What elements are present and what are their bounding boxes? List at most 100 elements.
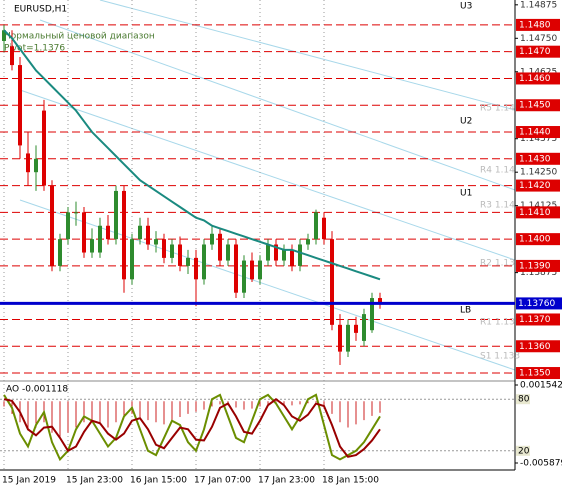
- level-label: 1.1370: [519, 315, 551, 325]
- candle-body: [10, 46, 14, 66]
- channel-line: [19, 199, 516, 371]
- level-label: 1.1400: [519, 235, 551, 245]
- stoch-level-label: 20: [518, 446, 530, 456]
- y-tick-label: 1.14250: [520, 168, 557, 178]
- candle-body: [346, 324, 350, 352]
- level-label: 1.1360: [519, 342, 551, 352]
- candle-body: [330, 239, 334, 325]
- pivot-annotation: R1 1.13: [480, 318, 515, 328]
- candle-body: [226, 244, 230, 261]
- candle-body: [210, 233, 214, 245]
- pivot-label: Pivot=1.1376: [4, 44, 65, 54]
- candle-body: [42, 110, 46, 186]
- x-tick-label: 17 Jan 23:00: [258, 476, 315, 486]
- candle-body: [74, 212, 78, 214]
- pivot-annotation: U1: [460, 189, 472, 199]
- candle-body: [202, 244, 206, 280]
- candle-body: [298, 244, 302, 266]
- price-label-box: [516, 297, 562, 310]
- candle-body: [2, 30, 6, 41]
- x-tick-label: 15 Jan 23:00: [66, 476, 123, 486]
- level-label-box: [516, 206, 560, 219]
- level-label: 1.1460: [519, 74, 551, 84]
- level-label: 1.1390: [519, 261, 551, 271]
- candle-body: [274, 244, 278, 261]
- y-tick-label: 1.14750: [520, 34, 557, 44]
- candle-body: [82, 212, 86, 253]
- pivot-annotation: R5 1.14: [480, 104, 515, 114]
- y-tick-label: 1.14125: [520, 201, 557, 211]
- candle-body: [90, 239, 94, 253]
- candle-body: [34, 158, 38, 173]
- level-label-box: [516, 340, 560, 353]
- candle-body: [26, 153, 30, 173]
- level-label-box: [516, 45, 560, 58]
- channel-line: [99, 0, 516, 111]
- candle-body: [242, 260, 246, 293]
- candle-body: [178, 244, 182, 266]
- level-label-box: [516, 259, 560, 272]
- stoch-level-label: 80: [518, 395, 530, 405]
- candle-body: [378, 298, 382, 304]
- candle-body: [162, 239, 166, 258]
- candle-body: [66, 212, 70, 240]
- y-tick-label: 1.14375: [520, 134, 557, 144]
- candle-body: [322, 217, 326, 240]
- indicator-name: Нормальный ценовой диапазон: [4, 32, 155, 42]
- candle-body: [114, 190, 118, 240]
- candle-body: [218, 233, 222, 261]
- level-label-box: [516, 367, 560, 380]
- level-label-box: [516, 313, 560, 326]
- level-label-box: [516, 72, 560, 85]
- level-label: 1.1470: [519, 47, 551, 57]
- level-label: 1.1430: [519, 154, 551, 164]
- candle-body: [146, 225, 150, 245]
- candle-body: [130, 239, 134, 280]
- candle-body: [138, 225, 142, 240]
- pivot-annotation: R4 1.14: [480, 166, 515, 176]
- level-label: 1.1350: [519, 369, 551, 379]
- level-label: 1.1450: [519, 101, 551, 111]
- candle-body: [306, 239, 310, 245]
- symbol-title: EURUSD,H1: [14, 5, 67, 15]
- level-label: 1.1440: [519, 128, 551, 138]
- candle-body: [314, 212, 318, 240]
- candle-body: [338, 324, 342, 352]
- x-tick-label: 18 Jan 15:00: [322, 476, 379, 486]
- candle-body: [362, 314, 366, 341]
- stoch-level-box: [516, 445, 530, 456]
- osc-tick-label: 0.001542: [520, 381, 562, 391]
- candle-body: [98, 225, 102, 253]
- moving-average: [3, 29, 381, 281]
- candle-body: [58, 239, 62, 266]
- price-label: 1.13760: [518, 299, 555, 309]
- y-tick-label: 1.14625: [520, 67, 557, 77]
- stoch-level-box: [516, 394, 530, 405]
- candle-body: [290, 249, 294, 266]
- pivot-annotation: S1 1.133: [480, 352, 520, 362]
- candle-body: [194, 257, 198, 280]
- candle-body: [258, 260, 262, 280]
- level-label-box: [516, 99, 560, 112]
- level-label: 1.1410: [519, 208, 551, 218]
- y-tick-label: 1.14875: [520, 0, 557, 10]
- pivot-annotation: R3 1.14: [480, 201, 515, 211]
- level-label-box: [516, 179, 560, 192]
- candle-body: [154, 239, 158, 245]
- x-tick-label: 17 Jan 07:00: [194, 476, 251, 486]
- candle-body: [234, 244, 238, 293]
- pivot-annotation: R2 1.13: [480, 259, 515, 269]
- candle-body: [50, 185, 54, 266]
- oscillator-title: AO -0.001118: [6, 385, 68, 395]
- osc-tick-label: -0.005879: [520, 459, 562, 469]
- level-label-box: [516, 18, 560, 31]
- stoch-line: [3, 397, 381, 458]
- level-label: 1.1480: [519, 20, 551, 30]
- channel-line: [19, 89, 516, 261]
- candle-body: [266, 244, 270, 261]
- y-tick-label: 1.13875: [520, 268, 557, 278]
- candle-body: [370, 298, 374, 331]
- x-tick-label: 16 Jan 15:00: [130, 476, 187, 486]
